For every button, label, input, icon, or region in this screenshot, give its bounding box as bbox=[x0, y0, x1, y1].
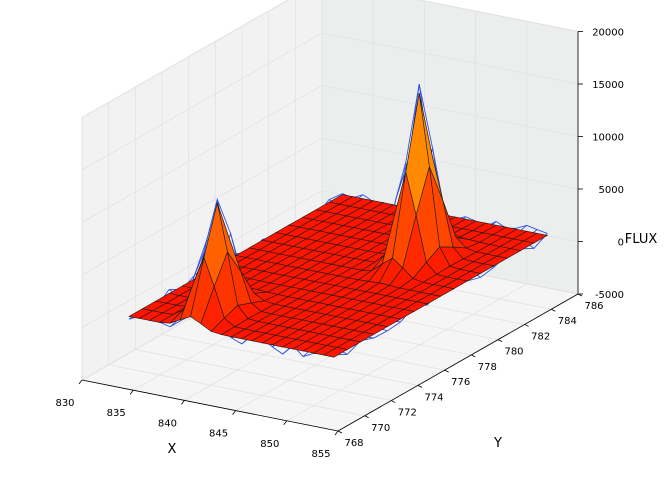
y-tick bbox=[551, 308, 556, 312]
x-tick-label: 845 bbox=[209, 429, 228, 440]
z-tick-label: 15000 bbox=[592, 80, 624, 91]
x-axis-label: X bbox=[168, 442, 177, 457]
x-tick bbox=[283, 420, 288, 426]
x-axis-line bbox=[81, 379, 339, 432]
y-tick bbox=[364, 415, 369, 419]
z-tick-label: 20000 bbox=[592, 28, 624, 39]
tick-labels: 830 835 840 845 850 855 768 770 772 774 776 778 780 7… bbox=[55, 28, 624, 461]
axis-lines bbox=[78, 31, 583, 436]
y-tick bbox=[497, 339, 503, 343]
y-tick-label: 770 bbox=[371, 423, 390, 434]
z-tick-label: 0 bbox=[618, 238, 624, 249]
x-tick-label: 855 bbox=[311, 449, 330, 460]
y-axis-label: Y bbox=[493, 436, 502, 451]
grid-line bbox=[161, 333, 419, 386]
z-tick-label: 5000 bbox=[599, 185, 624, 196]
x-tick-label: 840 bbox=[158, 418, 177, 429]
y-tick-label: 776 bbox=[451, 377, 470, 388]
y-tick-label: 786 bbox=[584, 301, 603, 312]
y-axis-line bbox=[337, 293, 579, 432]
grid-line bbox=[135, 349, 392, 401]
grid-line bbox=[286, 283, 527, 422]
wireframe-line bbox=[128, 310, 334, 358]
y-tick-label: 784 bbox=[558, 316, 577, 327]
y-tick bbox=[524, 324, 529, 327]
x-tick-label: 850 bbox=[260, 439, 279, 450]
y-tick-label: 772 bbox=[398, 408, 417, 419]
z-tick-label: -5000 bbox=[595, 290, 624, 301]
y-tick-label: 768 bbox=[344, 438, 363, 449]
grid-line bbox=[81, 32, 579, 171]
y-tick-label: 778 bbox=[478, 362, 497, 373]
x-tick-label: 830 bbox=[55, 398, 74, 409]
x-tick bbox=[181, 400, 185, 405]
x-tick bbox=[129, 389, 134, 395]
grid-line bbox=[81, 85, 579, 223]
grid-line bbox=[108, 364, 365, 417]
surface-mesh bbox=[128, 93, 549, 358]
grid-line bbox=[81, 0, 579, 118]
x-tick bbox=[232, 410, 236, 415]
surface-face bbox=[322, 347, 349, 358]
z-axis-label: FLUX bbox=[625, 232, 658, 247]
x-tick-label: 835 bbox=[107, 408, 126, 419]
z-tick-label: 10000 bbox=[592, 133, 624, 144]
y-tick-label: 774 bbox=[424, 392, 443, 403]
y-tick-label: 782 bbox=[531, 331, 550, 342]
x-tick bbox=[334, 430, 339, 436]
y-tick bbox=[444, 369, 449, 373]
y-tick bbox=[391, 400, 396, 403]
y-tick-label: 780 bbox=[504, 347, 523, 358]
grid-line bbox=[81, 137, 579, 276]
y-tick bbox=[471, 354, 476, 358]
y-tick bbox=[417, 384, 423, 388]
y-tick bbox=[337, 430, 343, 434]
x-tick bbox=[78, 379, 83, 385]
